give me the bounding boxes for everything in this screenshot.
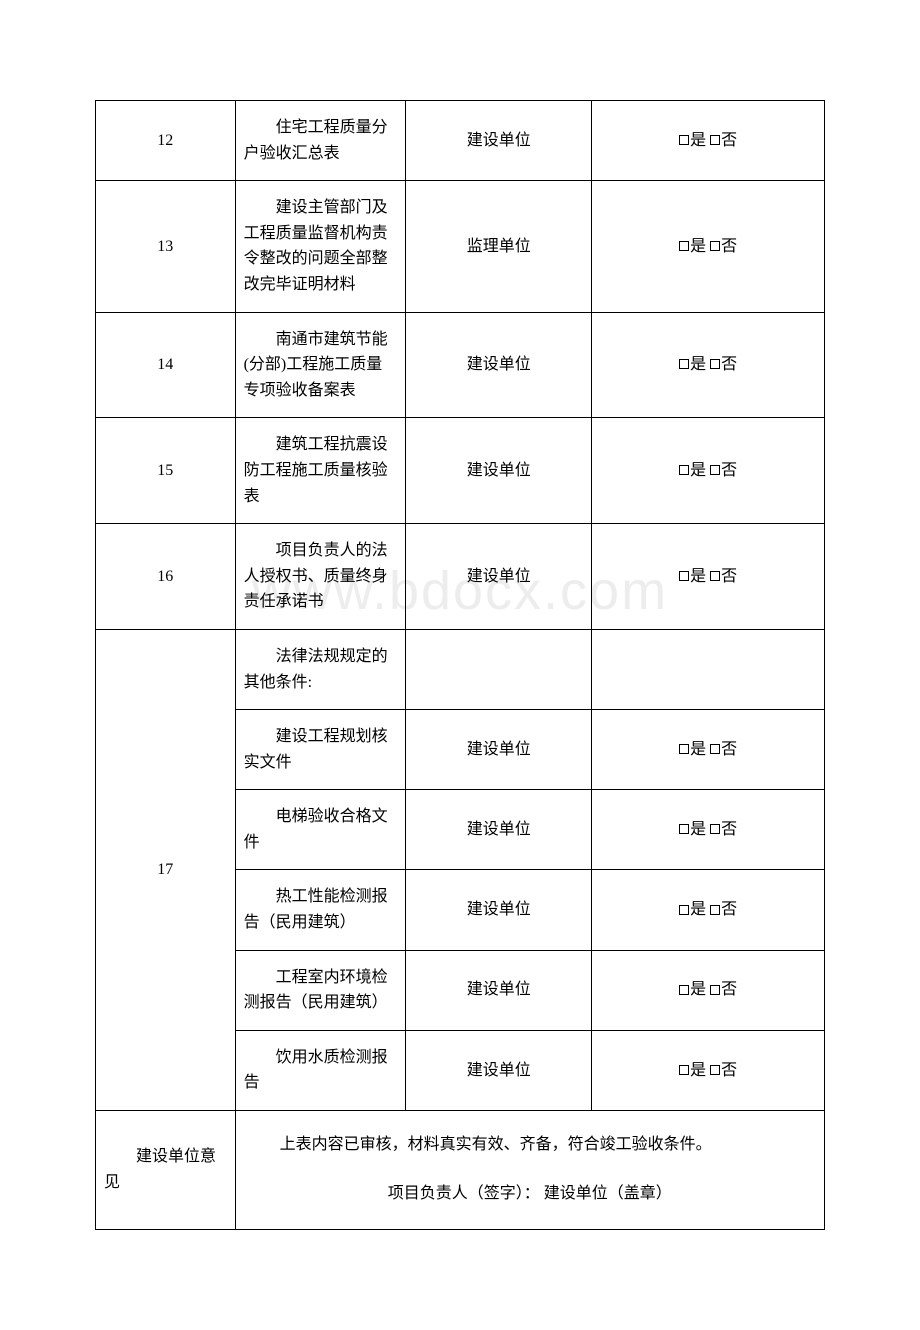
row-check: 是 否 xyxy=(592,181,825,312)
opinion-line1: 上表内容已审核，材料真实有效、齐备，符合竣工验收条件。 xyxy=(248,1131,812,1160)
row-desc: 南通市建筑节能(分部)工程施工质量专项验收备案表 xyxy=(235,312,406,418)
row-number: 15 xyxy=(96,418,236,524)
row-check: 是 否 xyxy=(592,950,825,1030)
row-check: 是 否 xyxy=(592,710,825,790)
row-unit: 建设单位 xyxy=(406,418,592,524)
row-unit: 建设单位 xyxy=(406,710,592,790)
row-number: 12 xyxy=(96,101,236,181)
row-desc: 热工性能检测报告（民用建筑） xyxy=(235,870,406,950)
row-desc: 建设工程规划核实文件 xyxy=(235,710,406,790)
table-row: 17法律法规规定的其他条件: xyxy=(96,629,825,709)
row-check: 是 否 xyxy=(592,1030,825,1110)
row-unit: 监理单位 xyxy=(406,181,592,312)
row-unit: 建设单位 xyxy=(406,524,592,630)
row-unit: 建设单位 xyxy=(406,312,592,418)
row-desc: 建筑工程抗震设防工程施工质量核验表 xyxy=(235,418,406,524)
row-number: 13 xyxy=(96,181,236,312)
opinion-content: 上表内容已审核，材料真实有效、齐备，符合竣工验收条件。项目负责人（签字）： 建设… xyxy=(235,1111,824,1230)
row-number: 17 xyxy=(96,629,236,1110)
table-row: 16项目负责人的法人授权书、质量终身责任承诺书建设单位是 否 xyxy=(96,524,825,630)
row-check: 是 否 xyxy=(592,312,825,418)
row-check: 是 否 xyxy=(592,524,825,630)
row-check: 是 否 xyxy=(592,870,825,950)
row-unit xyxy=(406,629,592,709)
document-table: 12住宅工程质量分户验收汇总表建设单位是 否13建设主管部门及工程质量监督机构责… xyxy=(95,100,825,1230)
row-unit: 建设单位 xyxy=(406,790,592,870)
table-row: 13建设主管部门及工程质量监督机构责令整改的问题全部整改完毕证明材料监理单位是 … xyxy=(96,181,825,312)
row-desc: 建设主管部门及工程质量监督机构责令整改的问题全部整改完毕证明材料 xyxy=(235,181,406,312)
row-unit: 建设单位 xyxy=(406,870,592,950)
row-check xyxy=(592,629,825,709)
row-check: 是 否 xyxy=(592,790,825,870)
row-desc: 饮用水质检测报告 xyxy=(235,1030,406,1110)
table-row: 15建筑工程抗震设防工程施工质量核验表建设单位是 否 xyxy=(96,418,825,524)
row-desc: 法律法规规定的其他条件: xyxy=(235,629,406,709)
opinion-line2: 项目负责人（签字）： 建设单位（盖章） xyxy=(248,1180,812,1209)
row-check: 是 否 xyxy=(592,418,825,524)
row-desc: 电梯验收合格文件 xyxy=(235,790,406,870)
row-unit: 建设单位 xyxy=(406,101,592,181)
table-row: 14南通市建筑节能(分部)工程施工质量专项验收备案表建设单位是 否 xyxy=(96,312,825,418)
row-check: 是 否 xyxy=(592,101,825,181)
table-row: 12住宅工程质量分户验收汇总表建设单位是 否 xyxy=(96,101,825,181)
row-unit: 建设单位 xyxy=(406,950,592,1030)
row-desc: 住宅工程质量分户验收汇总表 xyxy=(235,101,406,181)
row-desc: 工程室内环境检测报告（民用建筑） xyxy=(235,950,406,1030)
opinion-label: 建设单位意见 xyxy=(96,1111,236,1230)
row-unit: 建设单位 xyxy=(406,1030,592,1110)
row-desc: 项目负责人的法人授权书、质量终身责任承诺书 xyxy=(235,524,406,630)
row-number: 14 xyxy=(96,312,236,418)
row-number: 16 xyxy=(96,524,236,630)
opinion-row: 建设单位意见上表内容已审核，材料真实有效、齐备，符合竣工验收条件。项目负责人（签… xyxy=(96,1111,825,1230)
